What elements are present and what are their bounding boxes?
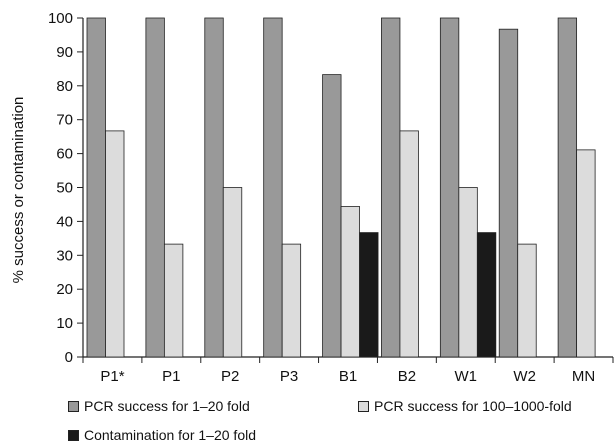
- bar: [340, 206, 360, 358]
- bar: [86, 17, 106, 358]
- x-tick-label: B2: [398, 368, 416, 385]
- bar: [222, 187, 243, 358]
- y-tick-label: 10: [56, 315, 73, 332]
- bar: [517, 243, 537, 358]
- legend-swatch: [68, 400, 79, 412]
- bar: [381, 17, 401, 358]
- legend-item-pcr-success-1-20: PCR success for 1–20 fold: [68, 398, 250, 414]
- bar-chart: % success or contamination 0 10 20 30 40 50 60…: [10, 10, 614, 385]
- y-tick-label: 50: [56, 180, 73, 197]
- y-tick-label: 90: [56, 44, 73, 61]
- legend-item-contamination-1-20: Contamination for 1–20 fold: [68, 427, 256, 443]
- plot-area: 0 10 20 30 40 50 60 70 80 90 100 P1* P1 P2 P3 B1 B2 W1 W2 M…: [48, 10, 614, 385]
- x-tick-label: MN: [572, 368, 595, 385]
- x-tick-label: P1*: [100, 368, 124, 385]
- bar: [145, 17, 165, 358]
- y-tick-label: 0: [65, 349, 73, 366]
- bar: [204, 17, 224, 358]
- bar: [557, 17, 578, 358]
- legend-swatch: [358, 400, 369, 412]
- bar: [439, 17, 460, 358]
- legend-swatch: [68, 429, 79, 441]
- bar: [399, 130, 419, 358]
- x-tick-label: W2: [513, 368, 536, 385]
- y-tick-label: 100: [48, 10, 73, 27]
- x-tick-label: B1: [339, 368, 357, 385]
- legend-item-pcr-success-100-1000: PCR success for 100–1000-fold: [358, 398, 572, 414]
- bar: [105, 130, 125, 358]
- bar: [476, 232, 497, 358]
- legend-label: PCR success for 100–1000-fold: [374, 398, 572, 414]
- bar: [263, 17, 283, 358]
- bar: [322, 74, 342, 358]
- legend-label: PCR success for 1–20 fold: [84, 398, 250, 414]
- x-tick-label: P1: [162, 368, 180, 385]
- y-tick-label: 60: [56, 146, 73, 163]
- bar: [498, 28, 519, 358]
- bar: [163, 243, 184, 358]
- bar: [576, 149, 596, 358]
- legend-label: Contamination for 1–20 fold: [84, 427, 256, 443]
- y-tick-label: 80: [56, 78, 73, 95]
- y-tick-label: 70: [56, 112, 73, 129]
- y-tick-label: 20: [56, 281, 73, 298]
- x-tick-label: P3: [280, 368, 298, 385]
- bar: [359, 232, 379, 358]
- y-axis-label: % success or contamination: [10, 97, 27, 284]
- y-tick-label: 40: [56, 213, 73, 230]
- bar: [458, 187, 478, 358]
- y-tick-label: 30: [56, 247, 73, 264]
- x-tick-label: W1: [455, 368, 478, 385]
- bar: [281, 243, 302, 358]
- x-tick-label: P2: [221, 368, 239, 385]
